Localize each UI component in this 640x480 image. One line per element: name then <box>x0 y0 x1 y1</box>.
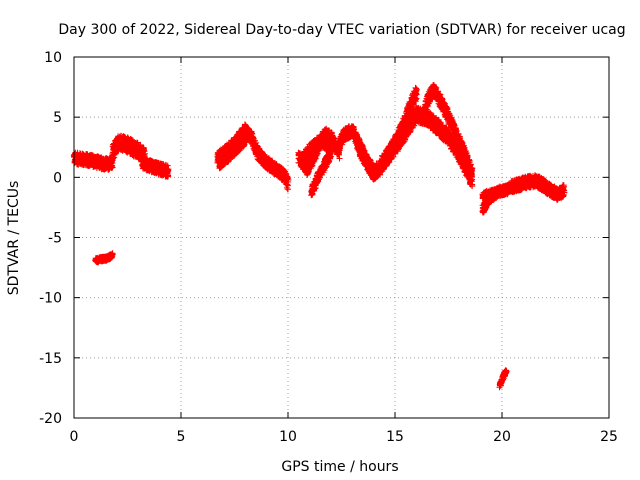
data-point-markers <box>496 367 510 391</box>
data-point-markers <box>308 147 334 199</box>
data-point-markers <box>70 149 116 173</box>
data-series <box>92 250 116 266</box>
data-series <box>308 147 334 199</box>
y-tick-label: -5 <box>48 231 62 247</box>
data-series <box>496 367 510 391</box>
y-axis-label: SDTVAR / TECUs <box>6 181 22 296</box>
x-tick-label: 25 <box>600 429 618 445</box>
data-series <box>379 104 476 190</box>
x-tick-label: 5 <box>177 429 186 445</box>
x-tick-label: 10 <box>279 429 297 445</box>
data-series <box>421 81 476 183</box>
data-point-markers <box>216 130 249 172</box>
x-tick-label: 15 <box>386 429 404 445</box>
x-tick-label: 20 <box>493 429 511 445</box>
data-point-markers <box>537 175 568 203</box>
x-tick-label: 0 <box>70 429 79 445</box>
x-axis-label: GPS time / hours <box>281 459 398 475</box>
data-series <box>216 130 249 172</box>
chart-title: Day 300 of 2022, Sidereal Day-to-day VTE… <box>58 22 625 38</box>
y-tick-label: 0 <box>53 170 62 186</box>
y-tick-label: 10 <box>44 50 62 66</box>
data-series <box>70 149 116 173</box>
data-point-markers <box>379 104 476 190</box>
data-point-markers <box>421 81 476 183</box>
data-point-markers <box>297 132 335 171</box>
y-tick-label: -20 <box>39 411 62 427</box>
data-point-markers <box>92 250 116 266</box>
data-point-markers <box>139 154 172 180</box>
data-series <box>297 132 335 171</box>
y-tick-label: -10 <box>39 291 62 307</box>
data-series <box>537 175 568 203</box>
y-tick-label: 5 <box>53 110 62 126</box>
y-tick-label: -15 <box>39 351 62 367</box>
axis-ticks: 0 5 10 15 20 25 -20 -15 -10 -5 0 5 10 <box>39 50 618 445</box>
data-points <box>70 81 568 391</box>
grid <box>74 57 609 418</box>
data-series <box>139 154 172 180</box>
